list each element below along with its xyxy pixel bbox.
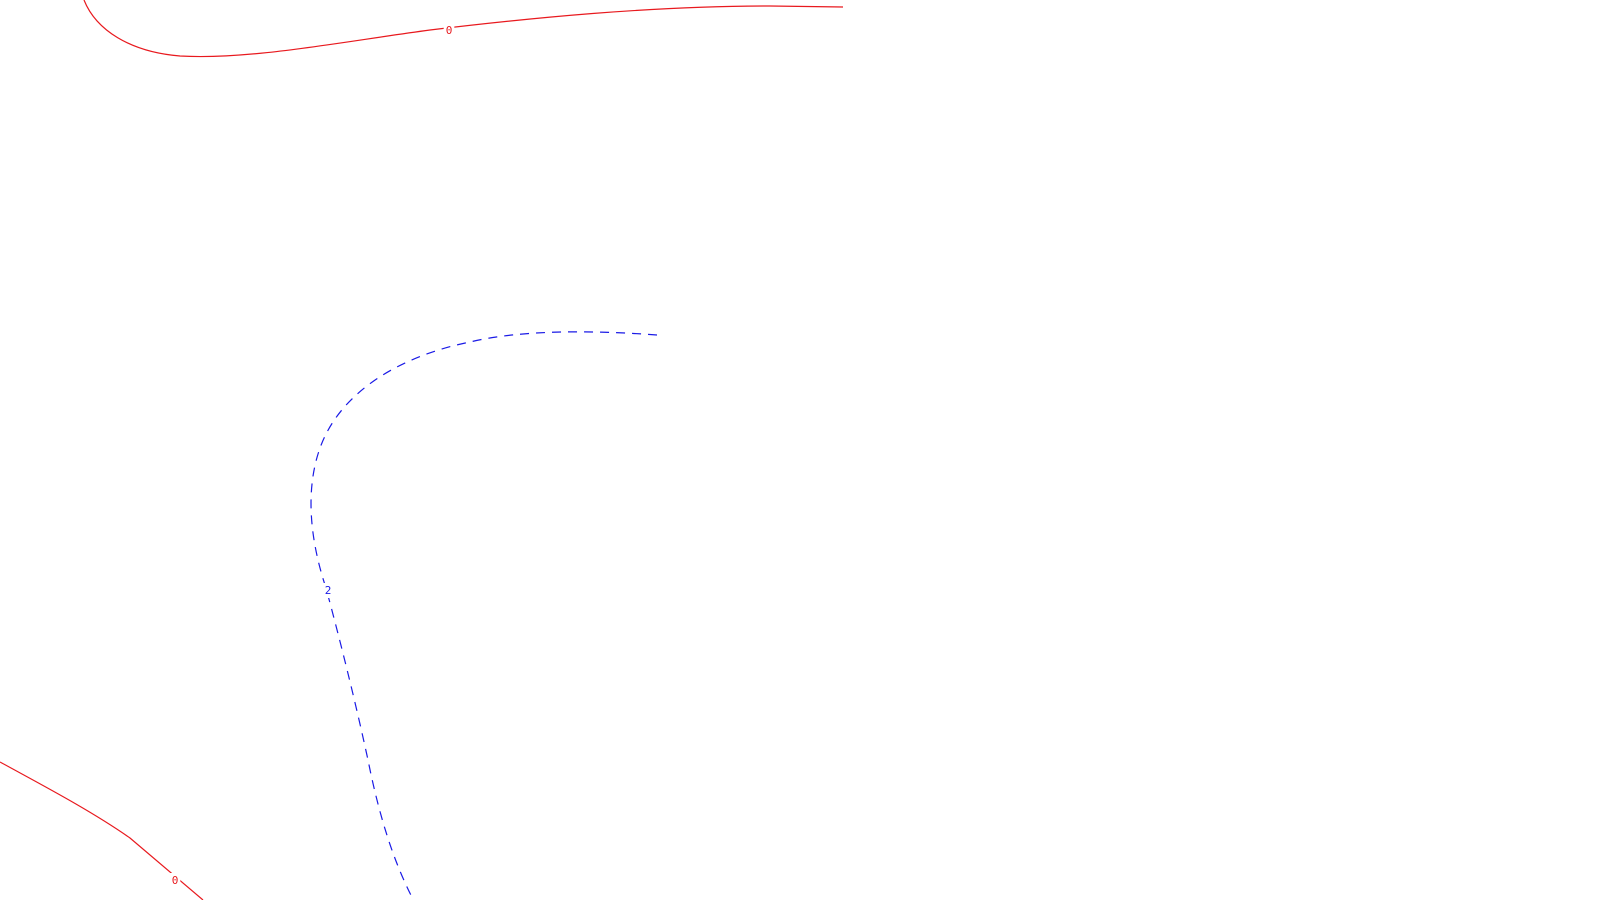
contour-line-0-top xyxy=(83,0,844,58)
contour-label-2: 2 xyxy=(325,584,332,597)
label-gap xyxy=(322,583,334,598)
label-gap xyxy=(169,873,181,888)
contour-label-0-bottom: 0 xyxy=(172,874,179,887)
contour-label-0-top: 0 xyxy=(446,24,453,37)
contour-line-0-bottom xyxy=(0,761,204,900)
label-gap xyxy=(443,23,455,38)
contour-line-2 xyxy=(310,331,658,900)
